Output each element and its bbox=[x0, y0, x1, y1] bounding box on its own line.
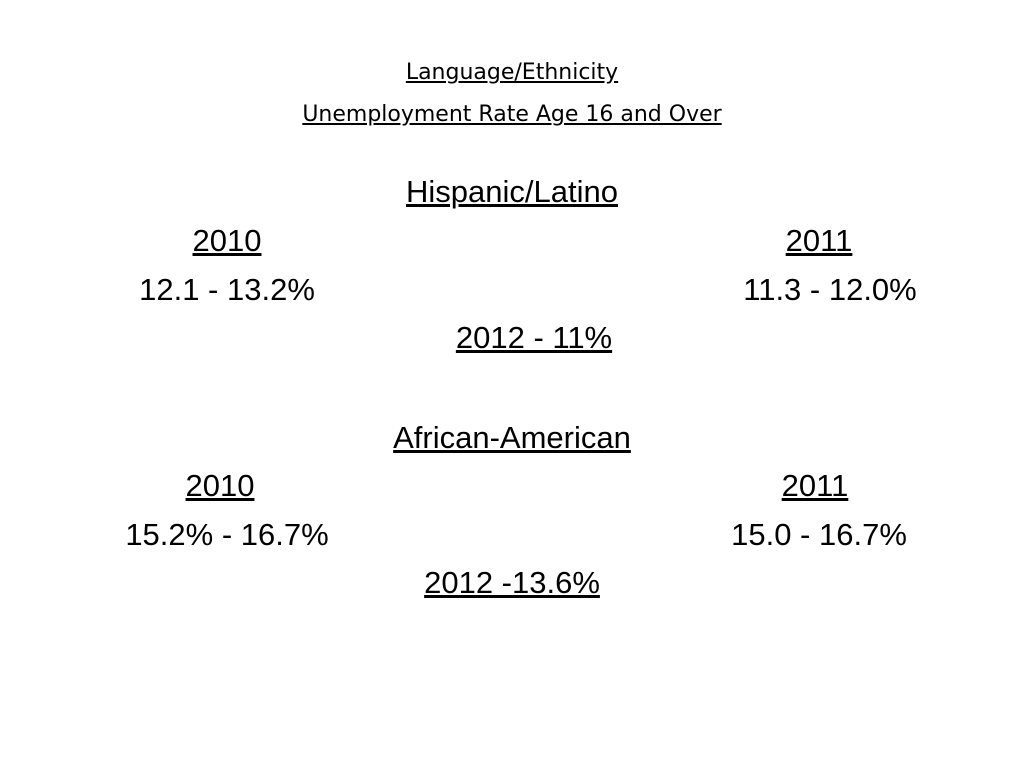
year: 2011 bbox=[781, 468, 849, 503]
year: 2010 bbox=[192, 223, 262, 258]
year: 2010 bbox=[185, 468, 255, 503]
title-line: Unemployment Rate Age 16 and Over bbox=[302, 102, 722, 127]
summary: 2012 -13.6% bbox=[424, 565, 600, 600]
year: 2011 bbox=[785, 223, 853, 258]
range: 15.2% - 16.7% bbox=[125, 517, 329, 552]
summary: 2012 - 11% bbox=[455, 320, 613, 355]
section-heading: African-American bbox=[393, 420, 631, 455]
range: 15.0 - 16.7% bbox=[731, 517, 907, 552]
title-line: Language/Ethnicity bbox=[405, 60, 619, 85]
range: 11.3 - 12.0% bbox=[743, 272, 917, 307]
section-heading: Hispanic/Latino bbox=[406, 174, 618, 209]
range: 12.1 - 13.2% bbox=[139, 272, 315, 307]
